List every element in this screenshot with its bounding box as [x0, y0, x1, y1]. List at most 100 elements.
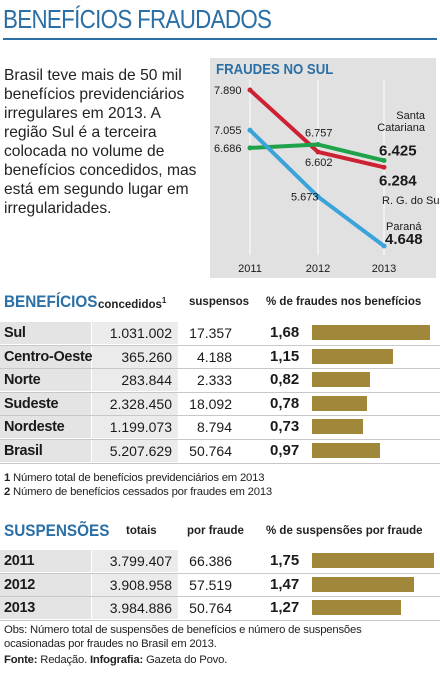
col-suspensos: suspensos [189, 296, 250, 308]
beneficios-row: Centro-Oeste 365.260 4.188 1,15 [0, 345, 440, 369]
value-label-pr-2: 4.648 [385, 231, 423, 248]
pct-value: 0,73 [270, 418, 300, 436]
col-por-fraude: por fraude [187, 525, 244, 537]
pct-bar [312, 325, 430, 340]
point-pr-1 [315, 194, 321, 200]
point-pr-2 [381, 243, 387, 249]
porfraude-value: 66.386 [189, 553, 232, 569]
row-separator [0, 415, 440, 417]
totais-value: 3.908.958 [92, 573, 178, 596]
infografia-value: Gazeta do Povo. [145, 654, 228, 666]
line-chart: 7.890 6.602 6.284 6.686 6.757 6.425 7.055 5.673… [214, 80, 440, 275]
point-rgs-2 [381, 164, 387, 170]
source-line: Fonte: Redação. Infografia: Gazeta do Po… [4, 654, 227, 666]
row-separator [0, 596, 440, 598]
x-label-0: 2011 [238, 263, 262, 275]
series-label-pr: Paraná [386, 221, 422, 233]
row-separator [0, 438, 440, 440]
concedidos-value: 5.207.629 [92, 440, 178, 462]
row-separator [0, 572, 440, 574]
row-separator [0, 368, 440, 370]
row-separator [0, 344, 440, 346]
title-rule [3, 38, 437, 40]
value-label-rgs-0: 7.890 [214, 85, 242, 97]
fonte-label: Fonte: [4, 654, 38, 666]
concedidos-value: 1.199.073 [92, 416, 178, 439]
series-label-sc-1: Santa [396, 110, 426, 122]
row-separator [0, 619, 440, 621]
line-chart-panel [210, 58, 436, 278]
row-label: 2011 [0, 550, 91, 572]
row-label: 2013 [0, 597, 91, 620]
porfraude-value: 50.764 [189, 600, 232, 617]
footnote-1-num: 1 [4, 472, 11, 484]
fonte-value: Redação. [40, 654, 88, 666]
concedidos-value: 283.844 [92, 369, 178, 392]
value-label-pr-1: 5.673 [291, 192, 319, 204]
beneficios-row: Sul 1.031.002 17.357 1,68 [0, 322, 440, 345]
value-label-rgs-1: 6.602 [305, 157, 333, 169]
page-title: BENEFÍCIOS FRAUDADOS [3, 4, 272, 34]
suspensos-value: 2.333 [196, 372, 232, 389]
value-label-sc-0: 6.686 [214, 143, 242, 155]
pct-value: 1,75 [270, 552, 300, 569]
suspensos-value: 50.764 [189, 443, 232, 459]
col-pct-suspensoes: % de suspensões por fraude [266, 525, 423, 537]
col-pct-fraudes: % de fraudes nos benefícios [266, 296, 422, 308]
row-label: 2012 [0, 573, 91, 596]
beneficios-row: Sudeste 2.328.450 18.092 0,78 [0, 392, 440, 416]
pct-bar [312, 576, 415, 592]
pct-bar [312, 395, 367, 411]
row-label: Norte [0, 369, 91, 392]
point-rgs-0 [247, 87, 253, 93]
value-label-sc-1: 6.757 [305, 128, 333, 140]
row-separator [0, 462, 440, 464]
pct-value: 0,82 [270, 371, 300, 389]
col-concedidos-note: 1 [161, 296, 167, 305]
point-sc-1 [315, 142, 321, 148]
x-label-1: 2012 [306, 263, 330, 275]
col-concedidos: concedidos1 [98, 296, 166, 311]
pct-bar [312, 419, 364, 435]
concedidos-value: 2.328.450 [92, 392, 178, 415]
suspensoes-row: 2013 3.984.886 50.764 1,27 [0, 597, 440, 620]
pct-value: 1,15 [270, 347, 300, 365]
footnote-2-num: 2 [4, 486, 11, 498]
suspensos-value: 18.092 [189, 395, 232, 412]
suspensos-value: 4.188 [196, 348, 232, 365]
row-separator [0, 391, 440, 393]
series-label-rgs: R. G. do Sul [382, 195, 440, 207]
beneficios-title: BENEFÍCIOS [4, 292, 98, 311]
footnote-2-text: Número de benefícios cessados por fraude… [13, 486, 273, 498]
pct-bar [312, 372, 370, 388]
infografia-label: Infografia: [89, 654, 144, 666]
value-label-sc-2: 6.425 [379, 142, 417, 159]
row-label: Nordeste [0, 416, 91, 439]
pct-value: 0,97 [270, 442, 300, 459]
col-concedidos-label: concedidos [98, 298, 162, 311]
porfraude-value: 57.519 [189, 576, 232, 593]
pct-bar [312, 553, 434, 568]
suspensoes-title: SUSPENSÕES [4, 521, 110, 540]
col-totais: totais [126, 525, 157, 537]
pct-bar [312, 443, 381, 458]
row-label: Sudeste [0, 392, 91, 415]
line-chart-title: FRAUDES NO SUL [216, 61, 334, 78]
point-pr-0 [247, 127, 253, 133]
pct-value: 1,27 [270, 599, 300, 617]
pct-bar [312, 348, 393, 364]
pct-bar [312, 600, 401, 616]
pct-value: 1,68 [270, 324, 300, 341]
suspensos-value: 8.794 [196, 419, 232, 436]
obs-note: Obs: Número total de suspensões de benef… [4, 624, 362, 650]
point-rgs-1 [315, 149, 321, 155]
row-label: Brasil [0, 440, 91, 462]
beneficios-row: Nordeste 1.199.073 8.794 0,73 [0, 416, 440, 439]
point-sc-2 [381, 157, 387, 163]
footnote-1: 1 Número total de benefícios previdenciá… [4, 472, 264, 484]
row-label: Sul [0, 322, 91, 344]
pct-value: 0,78 [270, 394, 300, 412]
totais-value: 3.799.407 [92, 550, 178, 572]
intro-text: Brasil teve mais de 50 mil benefícios pr… [4, 67, 197, 217]
point-sc-0 [247, 145, 253, 151]
